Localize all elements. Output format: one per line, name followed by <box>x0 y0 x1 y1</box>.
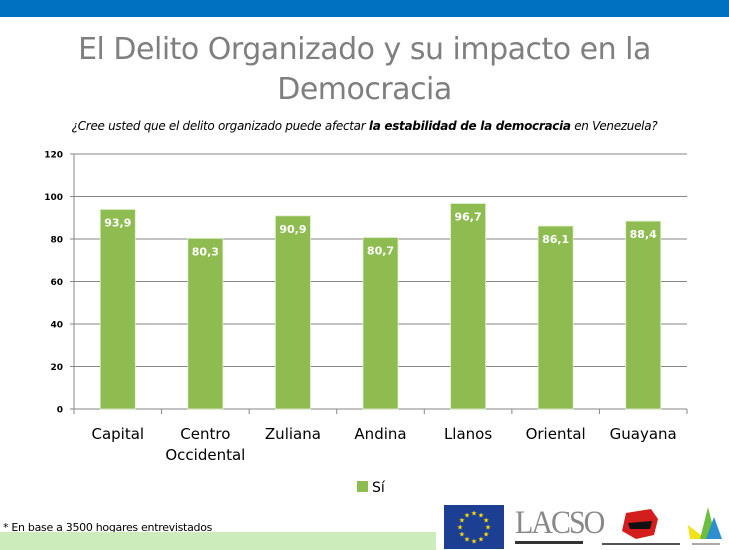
legend-label: Sí <box>372 480 386 496</box>
star-icon: ★ <box>457 524 463 532</box>
sail-logo <box>688 507 722 545</box>
bar <box>537 225 574 410</box>
question-prefix: ¿Cree usted que el delito organizado pue… <box>71 119 369 133</box>
ovv-logo <box>602 509 680 545</box>
lacso-text: LACSO <box>515 504 605 541</box>
footnote: * En base a 3500 hogares entrevistados <box>3 521 213 534</box>
bar <box>275 215 311 410</box>
bar <box>362 237 399 410</box>
x-category-label: Zuliana <box>265 425 321 443</box>
slide-title: El Delito Organizado y su impacto en la … <box>0 30 729 110</box>
slide-title-line2: Democracia <box>277 72 452 107</box>
legend: Sí <box>357 480 386 496</box>
star-icon: ★ <box>459 531 465 539</box>
y-tick-label: 60 <box>50 278 63 288</box>
legend-swatch <box>357 481 368 492</box>
bar-chart: 0 20 40 60 80 100 120 Capital Centro Occidental Z… <box>44 151 688 496</box>
slide-title-line1: El Delito Organizado y su impacto en la <box>78 32 651 67</box>
x-category-label: Occidental <box>165 446 245 464</box>
y-tick-label: 100 <box>44 193 63 203</box>
star-icon: ★ <box>464 511 470 519</box>
bar-value-label: 93,9 <box>104 216 131 229</box>
question-bold: la estabilidad de la democracia <box>368 119 571 133</box>
star-icon: ★ <box>485 524 491 532</box>
y-axis: 0 20 40 60 80 100 120 <box>44 151 75 416</box>
y-tick-label: 120 <box>44 151 63 161</box>
x-axis: Capital Centro Occidental Zuliana Andina Llan… <box>73 408 688 464</box>
x-category-label: Guayana <box>610 425 677 443</box>
x-category-label: Oriental <box>526 425 586 443</box>
bar <box>625 220 662 410</box>
x-category-label: Andina <box>354 425 406 443</box>
footer-band <box>0 532 436 550</box>
star-icon: ★ <box>478 511 484 519</box>
question-suffix: en Venezuela? <box>570 119 658 133</box>
chart-question: ¿Cree usted que el delito organizado pue… <box>0 119 729 133</box>
star-icon: ★ <box>471 538 477 546</box>
bar-value-label: 88,4 <box>630 228 657 241</box>
lacso-logo: LACSO <box>515 504 605 547</box>
bar-value-label: 90,9 <box>279 223 306 236</box>
bar-value-label: 86,1 <box>542 233 569 246</box>
eu-flag-logo: ★ ★★★★★★★★★★★ <box>444 505 504 549</box>
bar-value-label: 96,7 <box>455 211 482 224</box>
y-tick-label: 40 <box>50 321 63 331</box>
star-icon: ★ <box>459 517 465 525</box>
bar-value-label: 80,7 <box>367 245 394 258</box>
y-tick-label: 20 <box>50 363 63 373</box>
bar <box>99 209 136 410</box>
star-icon: ★ <box>483 517 489 525</box>
x-category-label: Capital <box>91 425 144 443</box>
star-icon: ★ <box>464 536 470 544</box>
x-category-label: Llanos <box>444 425 492 443</box>
lacso-underline <box>515 541 583 544</box>
bar-value-label: 80,3 <box>192 245 219 258</box>
star-icon: ★ <box>471 510 477 518</box>
y-tick-label: 80 <box>50 236 63 246</box>
x-category-label: Centro <box>180 425 230 443</box>
top-banner <box>0 0 729 17</box>
star-icon: ★ <box>478 536 484 544</box>
star-icon: ★ <box>483 531 489 539</box>
bar <box>187 237 224 410</box>
bar <box>450 203 486 410</box>
bars: 93,9 80,3 90,9 80,7 96,7 86,1 88,4 <box>99 203 662 410</box>
y-tick-label: 0 <box>57 406 63 416</box>
